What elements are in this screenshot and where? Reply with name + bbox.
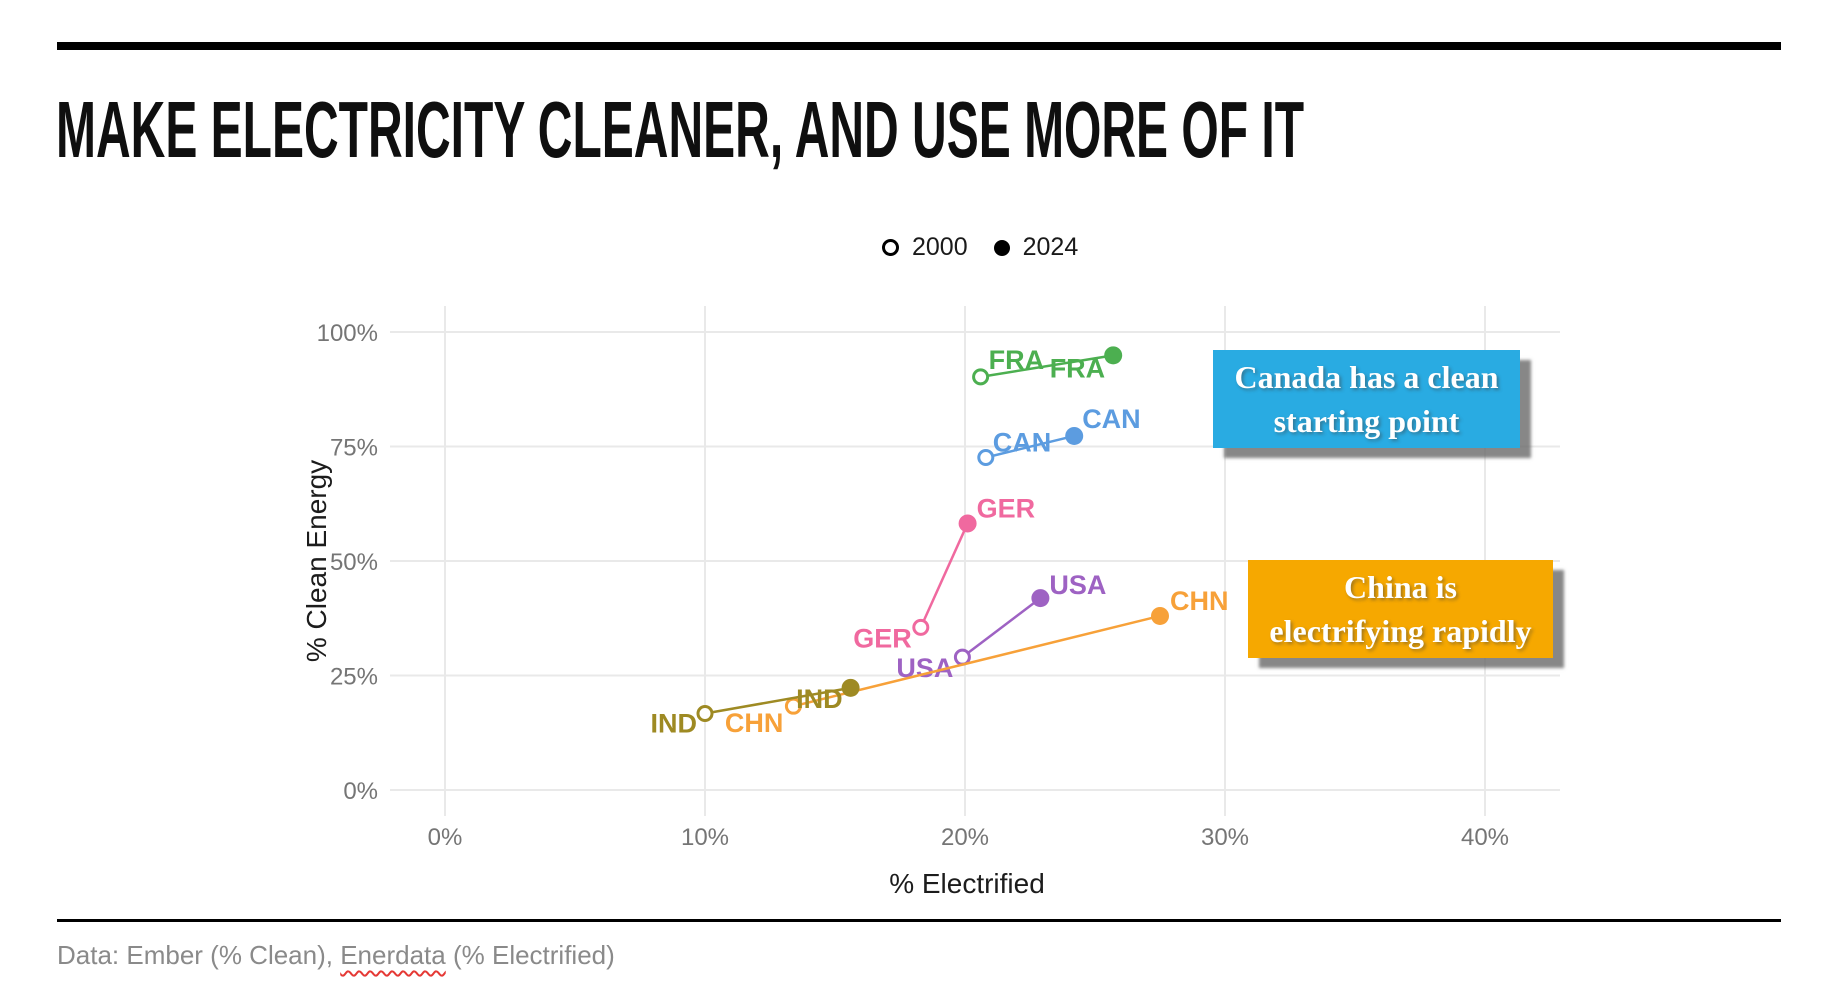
data-point-GER-2000 [912, 618, 930, 636]
point-label-CHN-2000: CHN [725, 708, 784, 738]
data-point-GER-2024 [958, 514, 977, 533]
data-source-note: Data: Ember (% Clean), Enerdata (% Elect… [57, 940, 615, 971]
annotation-china-line2: electrifying rapidly [1269, 613, 1532, 649]
y-tick-label: 50% [330, 549, 378, 576]
filled-circle-icon [993, 239, 1010, 256]
source-misspelled-word: Enerdata [340, 940, 446, 970]
data-point-CAN-2024 [1065, 426, 1084, 445]
annotation-canada-line2: starting point [1273, 403, 1460, 439]
source-suffix: (% Electrified) [445, 940, 615, 970]
point-label-GER-2024: GER [977, 493, 1036, 523]
data-point-FRA-2000 [972, 368, 990, 386]
point-label-GER-2000: GER [853, 623, 912, 653]
y-axis-title: % Clean Energy [301, 460, 332, 662]
trend-line-FRA [980, 354, 1114, 379]
y-tick-label: 75% [330, 435, 378, 462]
y-tick-label: 100% [317, 320, 378, 347]
x-tick-label: 30% [1201, 824, 1249, 851]
point-label-CAN-2000: CAN [993, 427, 1052, 457]
trend-line-CAN [985, 434, 1075, 459]
source-prefix: Data: Ember (% Clean), [57, 940, 341, 970]
data-point-USA-2024 [1031, 589, 1050, 608]
x-axis-title: % Electrified [889, 868, 1045, 899]
legend-label-2000: 2000 [912, 233, 968, 261]
annotation-canada: Canada has a clean starting point [1213, 350, 1520, 448]
y-tick-label: 25% [330, 664, 378, 691]
legend-item-2024: 2024 [993, 233, 1079, 262]
trend-line-GER [919, 522, 969, 628]
annotation-china-line1: China is [1344, 569, 1457, 605]
point-label-IND-2024: IND [796, 684, 843, 714]
data-point-CHN-2024 [1151, 606, 1169, 625]
open-circle-icon [882, 239, 899, 256]
x-tick-label: 20% [941, 824, 989, 851]
legend-item-2000: 2000 [882, 233, 968, 262]
bottom-divider-line [57, 919, 1781, 922]
legend-label-2024: 2024 [1022, 233, 1079, 261]
data-point-FRA-2024 [1104, 346, 1123, 365]
data-point-IND-2000 [696, 705, 714, 723]
point-label-FRA-2024: FRA [1050, 353, 1106, 383]
annotation-canada-line1: Canada has a clean [1234, 359, 1499, 395]
data-point-USA-2000 [953, 648, 971, 666]
trend-line-USA [961, 597, 1042, 659]
point-label-IND-2000: IND [651, 709, 698, 739]
x-tick-label: 40% [1461, 824, 1509, 851]
point-label-CHN-2024: CHN [1170, 586, 1229, 616]
top-divider-bar [57, 42, 1781, 50]
annotation-china: China is electrifying rapidly [1248, 560, 1553, 658]
data-point-CAN-2000 [977, 448, 995, 466]
axis-tick-labels: 0% 10% 20% 30% 40% 0% 25% 50% 75% 100% [317, 320, 1509, 851]
trend-line-IND [704, 686, 851, 715]
x-tick-label: 0% [428, 824, 463, 851]
x-tick-label: 10% [681, 824, 729, 851]
chart-legend: 2000 2024 [882, 233, 1078, 262]
point-label-USA-2024: USA [1049, 570, 1106, 600]
data-point-IND-2024 [841, 678, 860, 697]
point-label-FRA-2000: FRA [989, 345, 1045, 375]
point-label-CAN-2024: CAN [1082, 404, 1141, 434]
y-tick-label: 0% [343, 778, 378, 805]
page-title: MAKE ELECTRICITY CLEANER, AND USE MORE O… [56, 85, 1305, 174]
